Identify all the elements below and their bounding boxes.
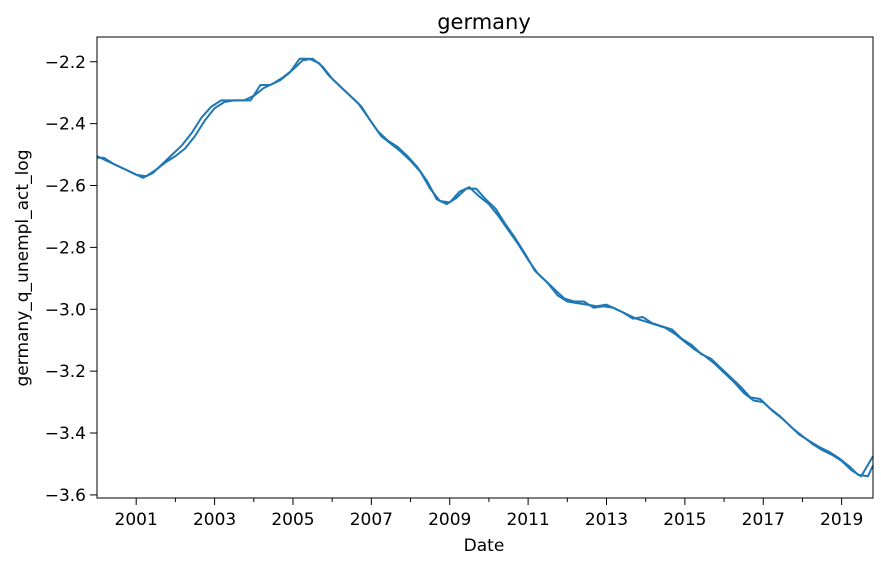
- y-axis-label: germany_q_unempl_act_log: [13, 150, 33, 387]
- y-tick-label: −2.6: [45, 177, 86, 197]
- y-tick-label: −2.4: [45, 115, 86, 135]
- series-line-2: [97, 57, 874, 478]
- x-tick-label: 2017: [742, 510, 785, 530]
- x-tick-label: 2005: [271, 510, 314, 530]
- x-axis: 2001 2003 2005 2007 2009 2011 2013 2015 2017 2019: [115, 498, 863, 530]
- x-tick-label: 2003: [193, 510, 236, 530]
- x-tick-label: 2007: [350, 510, 393, 530]
- plot-area: [96, 57, 874, 478]
- y-tick-label: −2.8: [45, 238, 86, 258]
- x-tick-label: 2001: [115, 510, 158, 530]
- series-line-1: [96, 57, 874, 478]
- x-tick-label: 2011: [506, 510, 549, 530]
- x-tick-label: 2013: [585, 510, 628, 530]
- x-tick-label: 2015: [663, 510, 706, 530]
- y-tick-label: −3.2: [45, 362, 86, 382]
- x-tick-label: 2019: [820, 510, 863, 530]
- y-tick-label: −3.6: [45, 486, 86, 506]
- y-tick-label: −2.2: [45, 53, 86, 73]
- y-tick-label: −3.0: [45, 300, 86, 320]
- axes-frame: [96, 36, 874, 499]
- y-axis: −2.2 −2.4 −2.6 −2.8 −3.0 −3.2 −3.4 −3.6: [45, 53, 97, 506]
- x-axis-label: Date: [464, 536, 505, 556]
- y-tick-label: −3.4: [45, 424, 86, 444]
- x-tick-label: 2009: [428, 510, 471, 530]
- chart-title: germany: [437, 10, 531, 34]
